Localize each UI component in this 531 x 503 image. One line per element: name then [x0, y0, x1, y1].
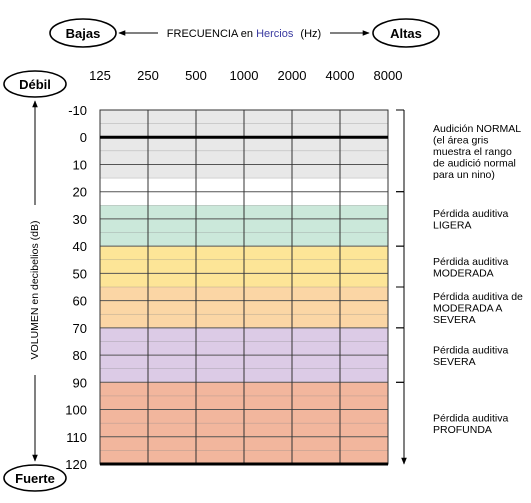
soft-end-label: Débil [19, 77, 51, 92]
x-tick-label-2: 500 [185, 68, 207, 83]
band-label-1: Pérdida auditiva LIGERA [433, 208, 508, 232]
frequency-axis-label: FRECUENCIA en Hercios (Hz) [167, 28, 321, 40]
volume-axis-label: VOLUMEN en decibelios (dB) [29, 221, 41, 360]
y-tick-label-1: 0 [80, 130, 87, 145]
y-tick-label-5: 40 [73, 239, 87, 254]
plot-area: 125 250 500 1000 2000 4000 8000 -10 0 10 20 30 40 50 6… [65, 68, 523, 472]
y-tick-label-6: 50 [73, 266, 87, 281]
high-end-oval [372, 18, 440, 48]
loud-end-label: Fuerte [15, 471, 55, 486]
x-tick-label-1: 250 [137, 68, 159, 83]
x-tick-label-0: 125 [89, 68, 111, 83]
loud-end-oval [3, 464, 67, 492]
y-tick-label-11: 100 [65, 403, 87, 418]
y-tick-label-3: 20 [73, 185, 87, 200]
frequency-header: Bajas Altas FRECUENCIA en Hercios (Hz) [49, 18, 440, 48]
low-end-oval [49, 18, 117, 48]
band-label-4: Pérdida auditiva SEVERA [433, 344, 508, 368]
band-label-2: Pérdida auditiva MODERADA [433, 256, 508, 280]
volume-axis: Débil Fuerte VOLUMEN en decibelios (dB) [3, 70, 67, 492]
band-label-0: Audición NORMAL (el área gris muestra el r… [433, 123, 521, 181]
y-tick-label-4: 30 [73, 212, 87, 227]
y-tick-label-8: 70 [73, 321, 87, 336]
low-end-label: Bajas [66, 26, 101, 41]
band-label-3: Pérdida auditiva de MODERADA A SEVERA [433, 291, 523, 326]
x-tick-label-4: 2000 [278, 68, 307, 83]
x-tick-label-5: 4000 [326, 68, 355, 83]
y-tick-label-10: 90 [73, 375, 87, 390]
y-tick-label-2: 10 [73, 157, 87, 172]
band-label-5: Pérdida auditiva PROFUNDA [433, 412, 508, 436]
soft-end-oval [3, 70, 67, 98]
y-tick-label-13: 120 [65, 457, 87, 472]
x-tick-label-3: 1000 [230, 68, 259, 83]
y-tick-label-0: -10 [68, 103, 87, 118]
y-tick-label-7: 60 [73, 294, 87, 309]
high-end-label: Altas [390, 26, 422, 41]
y-tick-label-12: 110 [66, 430, 87, 445]
y-tick-label-9: 80 [73, 348, 87, 363]
x-tick-label-6: 8000 [374, 68, 403, 83]
